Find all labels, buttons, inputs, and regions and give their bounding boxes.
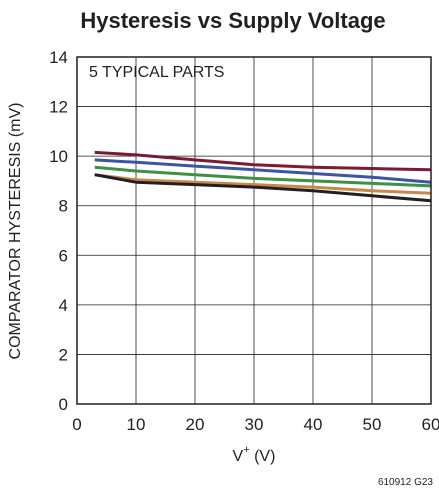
x-tick-label: 30 — [245, 415, 264, 434]
series-line-2 — [94, 158, 432, 184]
x-tick-label: 50 — [363, 415, 382, 434]
y-tick-label: 12 — [49, 98, 68, 117]
y-tick-label: 0 — [59, 395, 68, 414]
y-tick-label: 8 — [59, 197, 68, 216]
chart-title: Hysteresis vs Supply Voltage — [80, 8, 385, 33]
x-tick-label: 0 — [72, 415, 81, 434]
x-tick-label: 20 — [186, 415, 205, 434]
series-line-1 — [94, 150, 432, 172]
x-axis-label: V+ (V) — [233, 444, 276, 465]
y-tick-label: 14 — [49, 48, 68, 67]
plot-frame — [76, 56, 432, 405]
grid — [77, 57, 431, 404]
series-line-4 — [94, 173, 432, 195]
y-tick-label: 4 — [59, 296, 68, 315]
x-tick-label: 10 — [127, 415, 146, 434]
series-line-5 — [94, 173, 432, 203]
y-tick-labels: 0 2 4 6 8 10 12 14 — [49, 48, 68, 414]
x-axis-label-superscript: + — [243, 444, 249, 456]
x-axis-label-unit: (V) — [250, 448, 276, 465]
series-group — [94, 150, 432, 203]
y-tick-label: 10 — [49, 147, 68, 166]
x-axis-label-main: V — [233, 448, 244, 465]
x-tick-label: 40 — [304, 415, 323, 434]
y-tick-label: 6 — [59, 246, 68, 265]
annotation-label: 5 TYPICAL PARTS — [89, 64, 224, 81]
series-line-3 — [94, 165, 432, 188]
y-axis-label: COMPARATOR HYSTERESIS (mV) — [7, 103, 24, 360]
x-tick-labels: 0 10 20 30 40 50 60 — [72, 415, 439, 434]
x-tick-label: 60 — [422, 415, 439, 434]
figure-code: 610912 G23 — [378, 477, 433, 488]
y-tick-label: 2 — [59, 345, 68, 364]
